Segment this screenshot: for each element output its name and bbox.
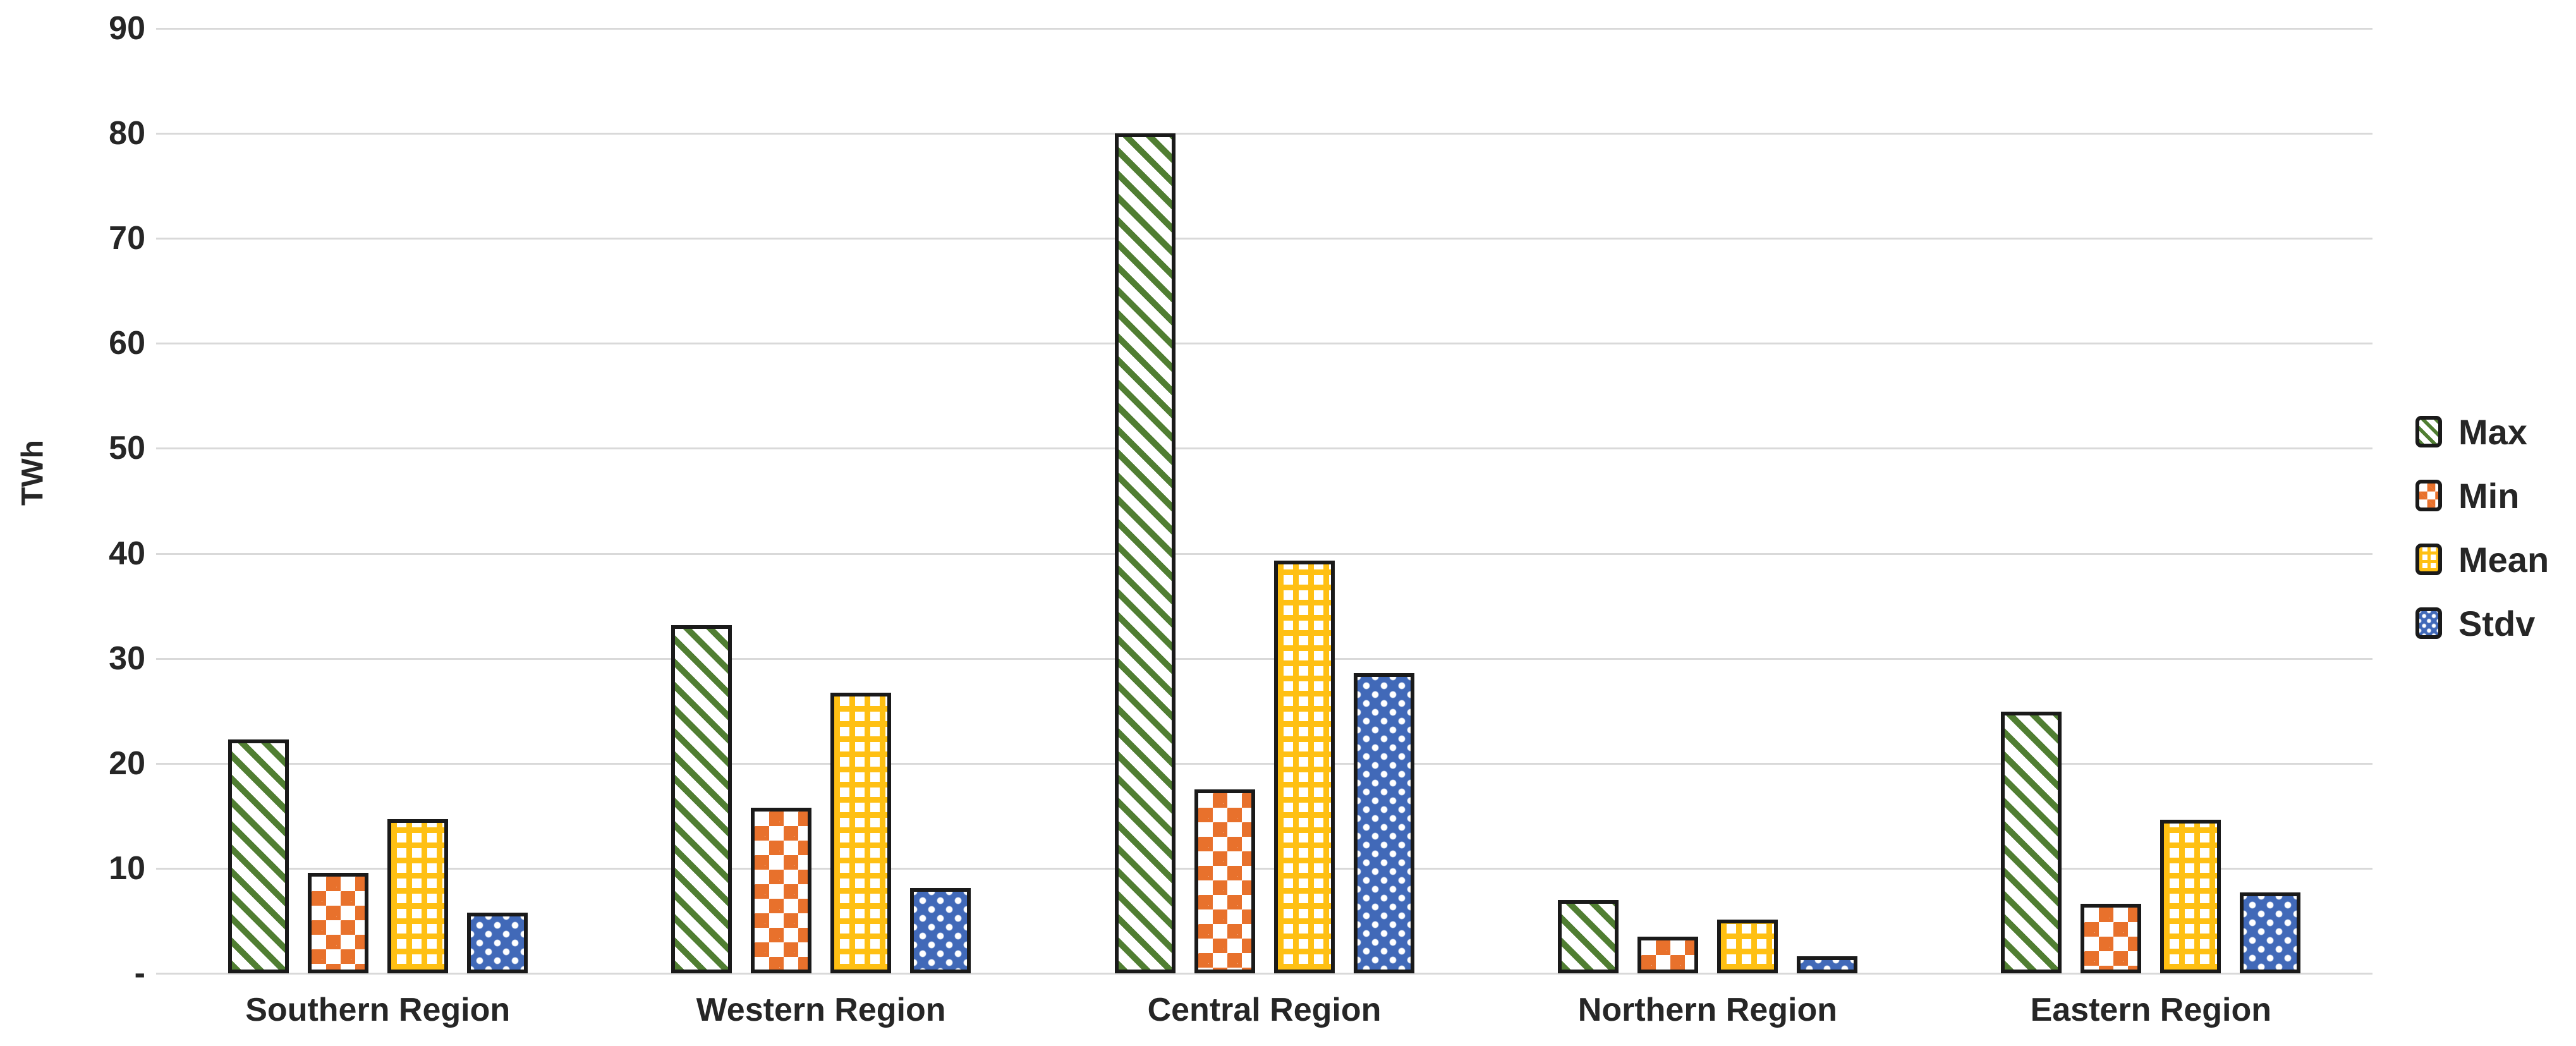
legend-swatch-min-icon [2415,480,2442,511]
bar-max-central-region [1114,133,1176,973]
legend-label-stdv: Stdv [2458,603,2536,643]
gridline [156,343,2372,345]
bar-mean-eastern-region [2160,820,2221,973]
x-axis-label-western-region: Western Region [696,992,946,1028]
y-tick-label: 70 [109,220,145,257]
y-tick-label: 80 [109,115,145,152]
y-tick-label: 40 [109,535,145,572]
y-tick-label: 90 [109,10,145,47]
y-tick-label: 20 [109,745,145,782]
bar-min-southern-region [307,872,368,973]
x-axis-label-central-region: Central Region [1147,992,1382,1028]
gridline [156,657,2372,660]
bar-min-western-region [751,807,812,973]
legend-item-stdv: Stdv [2415,601,2549,645]
legend: Max Min Mean Stdv [2415,410,2549,665]
gridline [156,973,2372,975]
legend-swatch-max-icon [2415,416,2442,447]
legend-swatch-mean-icon [2415,544,2442,575]
legend-swatch-stdv-icon [2415,607,2442,639]
gridline [156,552,2372,555]
bar-stdv-eastern-region [2240,892,2301,973]
x-axis-label-southern-region: Southern Region [245,992,511,1028]
bar-mean-western-region [830,693,892,973]
legend-item-max: Max [2415,410,2549,454]
gridline [156,28,2372,30]
bar-stdv-southern-region [466,912,528,973]
bar-mean-central-region [1273,561,1335,973]
legend-label-min: Min [2458,475,2520,516]
bar-min-northern-region [1637,936,1698,973]
bar-mean-northern-region [1716,920,1778,973]
bar-mean-southern-region [387,818,448,973]
bar-stdv-central-region [1353,672,1414,973]
gridline [156,238,2372,240]
gridline [156,867,2372,870]
bar-max-eastern-region [2001,712,2062,973]
gridline [156,447,2372,450]
y-tick-label: 10 [109,849,145,887]
legend-item-min: Min [2415,473,2549,518]
legend-item-mean: Mean [2415,537,2549,581]
y-tick-label: 30 [109,640,145,677]
legend-label-max: Max [2458,411,2527,452]
gridline [156,133,2372,135]
gridline [156,762,2372,765]
bar-max-western-region [671,624,732,973]
y-tick-label: 50 [109,430,145,467]
legend-label-mean: Mean [2458,539,2549,580]
y-tick-label: 60 [109,325,145,362]
bar-max-northern-region [1557,899,1619,973]
x-axis-label-northern-region: Northern Region [1577,992,1837,1028]
bar-stdv-northern-region [1796,956,1857,973]
bar-min-eastern-region [2081,904,2142,973]
bar-max-southern-region [228,739,289,973]
bar-min-central-region [1194,789,1255,973]
x-axis-label-eastern-region: Eastern Region [2030,992,2271,1028]
y-tick-label: - [134,955,145,992]
bar-stdv-western-region [910,888,971,973]
